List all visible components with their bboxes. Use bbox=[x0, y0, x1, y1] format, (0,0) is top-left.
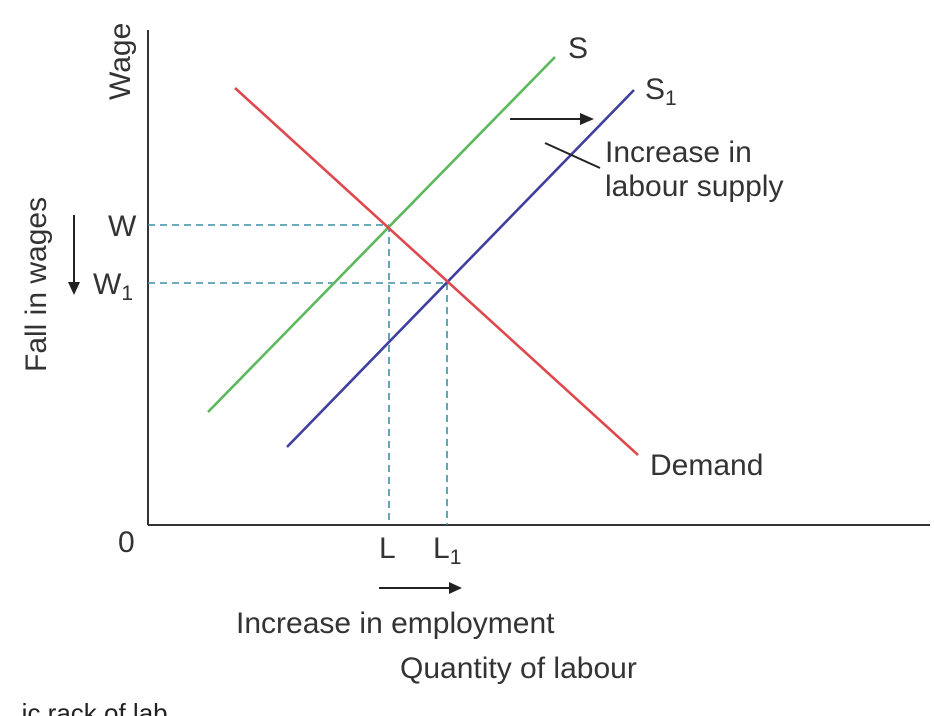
tick-l: L bbox=[379, 532, 396, 565]
wage-fall-arrowhead bbox=[68, 282, 80, 295]
supply-shift-leader bbox=[544, 142, 601, 169]
supply-line-s1 bbox=[286, 89, 635, 448]
supply-label-s: S bbox=[568, 32, 588, 65]
tick-w1: W1 bbox=[93, 268, 133, 305]
supply-shift-arrowhead bbox=[580, 113, 594, 125]
supply-label-s1: S1 bbox=[645, 73, 677, 110]
tick-l1: L1 bbox=[433, 532, 461, 569]
employment-annotation: Increase in employment bbox=[236, 607, 555, 640]
supply-shift-annotation: Increase in labour supply bbox=[605, 136, 783, 203]
tick-w: W bbox=[108, 210, 137, 243]
wage-fall-annotation: Fall in wages bbox=[20, 197, 53, 372]
employment-arrowhead bbox=[449, 582, 462, 594]
x-axis-label: Quantity of labour bbox=[400, 652, 637, 685]
origin-label: 0 bbox=[118, 526, 135, 559]
cropped-caption: ...ic rack of lab... bbox=[0, 698, 189, 716]
demand-line bbox=[234, 87, 639, 456]
supply-line-s bbox=[207, 56, 556, 413]
y-axis-label: Wage bbox=[104, 23, 137, 100]
demand-label: Demand bbox=[650, 449, 763, 482]
